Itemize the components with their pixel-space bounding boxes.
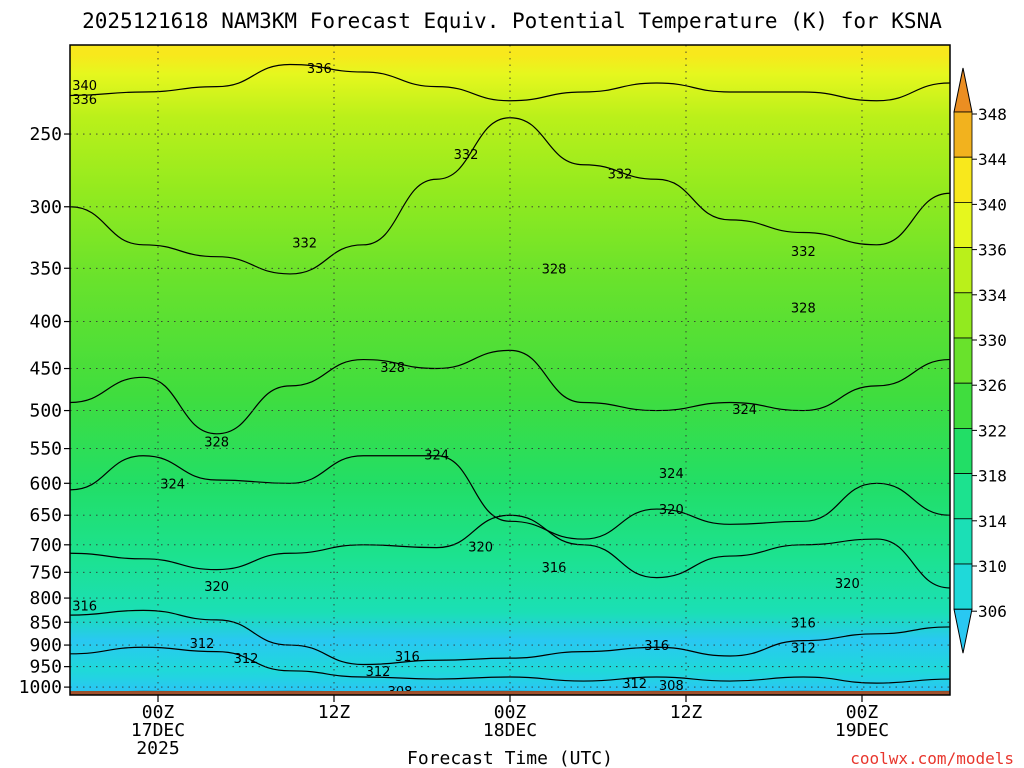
contour-label-26: 312 (791, 641, 816, 656)
contour-label-27: 312 (366, 665, 391, 680)
colorbar-label-326: 326 (978, 376, 1007, 395)
contour-label-4: 332 (608, 167, 633, 182)
contour-label-29: 308 (659, 679, 684, 694)
ytick-label-700: 700 (29, 535, 62, 556)
ytick-label-1000: 1000 (19, 677, 62, 698)
ytick-label-400: 400 (29, 312, 62, 333)
contour-label-2: 336 (72, 93, 97, 108)
contour-label-14: 324 (160, 477, 185, 492)
contour-label-30: 308 (388, 685, 413, 700)
colorbar: 348 344 340 336 334 330 326 322 318 314 310 306 (953, 67, 1007, 654)
xtick-label-0-1: 00Z (142, 702, 175, 723)
ytick-label-450: 450 (29, 359, 62, 380)
colorbar-label-334: 334 (978, 286, 1007, 305)
ytick-label-250: 250 (29, 124, 62, 145)
contour-label-0: 336 (307, 62, 332, 77)
colorbar-segment-3 (953, 247, 973, 294)
colorbar-segment-1 (953, 156, 973, 203)
colorbar-label-306: 306 (978, 602, 1007, 621)
x-axis-label: Forecast Time (UTC) (407, 748, 613, 768)
ytick-label-500: 500 (29, 401, 62, 422)
contour-label-10: 328 (204, 435, 229, 450)
xtick-label-2-2: 18DEC (483, 720, 537, 741)
ytick-label-800: 800 (29, 588, 62, 609)
contour-328 (70, 349, 950, 435)
contour-320 (70, 514, 950, 589)
ytick-label-750: 750 (29, 562, 62, 583)
contour-label-28: 312 (622, 677, 647, 692)
xtick-label-0-3: 2025 (136, 738, 179, 759)
contour-label-22: 316 (644, 639, 669, 654)
colorbar-label-340: 340 (978, 195, 1007, 214)
contour-label-5: 332 (292, 236, 317, 251)
contour-label-16: 320 (468, 541, 493, 556)
colorbar-bottom-arrow (953, 608, 973, 654)
colorbar-label-330: 330 (978, 331, 1007, 350)
colorbar-label-310: 310 (978, 557, 1007, 576)
xtick-label-1-1: 12Z (318, 702, 351, 723)
contour-label-1: 340 (72, 79, 97, 94)
contour-label-15: 320 (659, 503, 684, 518)
xtick-label-3-1: 12Z (670, 702, 703, 723)
contour-324 (70, 455, 950, 540)
y-axis: 2503003504004505005506006507007508008509… (19, 124, 70, 698)
contour-label-8: 328 (791, 301, 816, 316)
contour-label-11: 324 (732, 403, 757, 418)
contour-label-3: 332 (454, 148, 479, 163)
credit-text: coolwx.com/models (850, 749, 1014, 768)
ytick-label-300: 300 (29, 197, 62, 218)
ytick-label-600: 600 (29, 473, 62, 494)
colorbar-segment-8 (953, 473, 973, 520)
colorbar-label-318: 318 (978, 467, 1007, 486)
colorbar-segment-4 (953, 292, 973, 339)
colorbar-segment-2 (953, 201, 973, 248)
contour-316 (70, 609, 950, 666)
colorbar-label-314: 314 (978, 512, 1007, 531)
contour-label-25: 312 (234, 652, 259, 667)
colorbar-top-arrow (953, 67, 973, 113)
contour-label-9: 328 (380, 361, 405, 376)
ytick-label-900: 900 (29, 635, 62, 656)
colorbar-segment-6 (953, 382, 973, 429)
contour-label-6: 332 (791, 245, 816, 260)
ytick-label-350: 350 (29, 258, 62, 279)
colorbar-label-336: 336 (978, 241, 1007, 260)
chart-title: 2025121618 NAM3KM Forecast Equiv. Potent… (82, 9, 942, 33)
contour-label-19: 316 (542, 561, 567, 576)
contour-label-17: 320 (204, 580, 229, 595)
contour-336 (70, 63, 950, 102)
colorbar-segment-0 (953, 111, 973, 158)
colorbar-label-322: 322 (978, 421, 1007, 440)
contour-label-7: 328 (542, 262, 567, 277)
colorbar-segment-9 (953, 518, 973, 565)
colorbar-segment-5 (953, 337, 973, 384)
contour-label-12: 324 (424, 448, 449, 463)
ytick-label-550: 550 (29, 439, 62, 460)
colorbar-segment-10 (953, 563, 973, 610)
contour-label-21: 316 (791, 616, 816, 631)
colorbar-label-344: 344 (978, 150, 1007, 169)
contour-label-23: 316 (395, 650, 420, 665)
colorbar-label-348: 348 (978, 105, 1007, 124)
grid-lines (70, 45, 950, 695)
ytick-label-950: 950 (29, 657, 62, 678)
contour-label-20: 316 (72, 599, 97, 614)
contour-labels: 3363403363323323323323283283283283243243… (72, 62, 860, 700)
xtick-label-0-2: 17DEC (131, 720, 185, 741)
xtick-label-4-1: 00Z (846, 702, 879, 723)
contour-label-13: 324 (659, 467, 684, 482)
ytick-label-850: 850 (29, 612, 62, 633)
ground-surface (70, 691, 950, 695)
contour-label-24: 312 (190, 637, 215, 652)
xtick-label-2-1: 00Z (494, 702, 527, 723)
xtick-label-4-2: 19DEC (835, 720, 889, 741)
ytick-label-650: 650 (29, 505, 62, 526)
colorbar-segment-7 (953, 427, 973, 474)
contour-label-18: 320 (835, 577, 860, 592)
